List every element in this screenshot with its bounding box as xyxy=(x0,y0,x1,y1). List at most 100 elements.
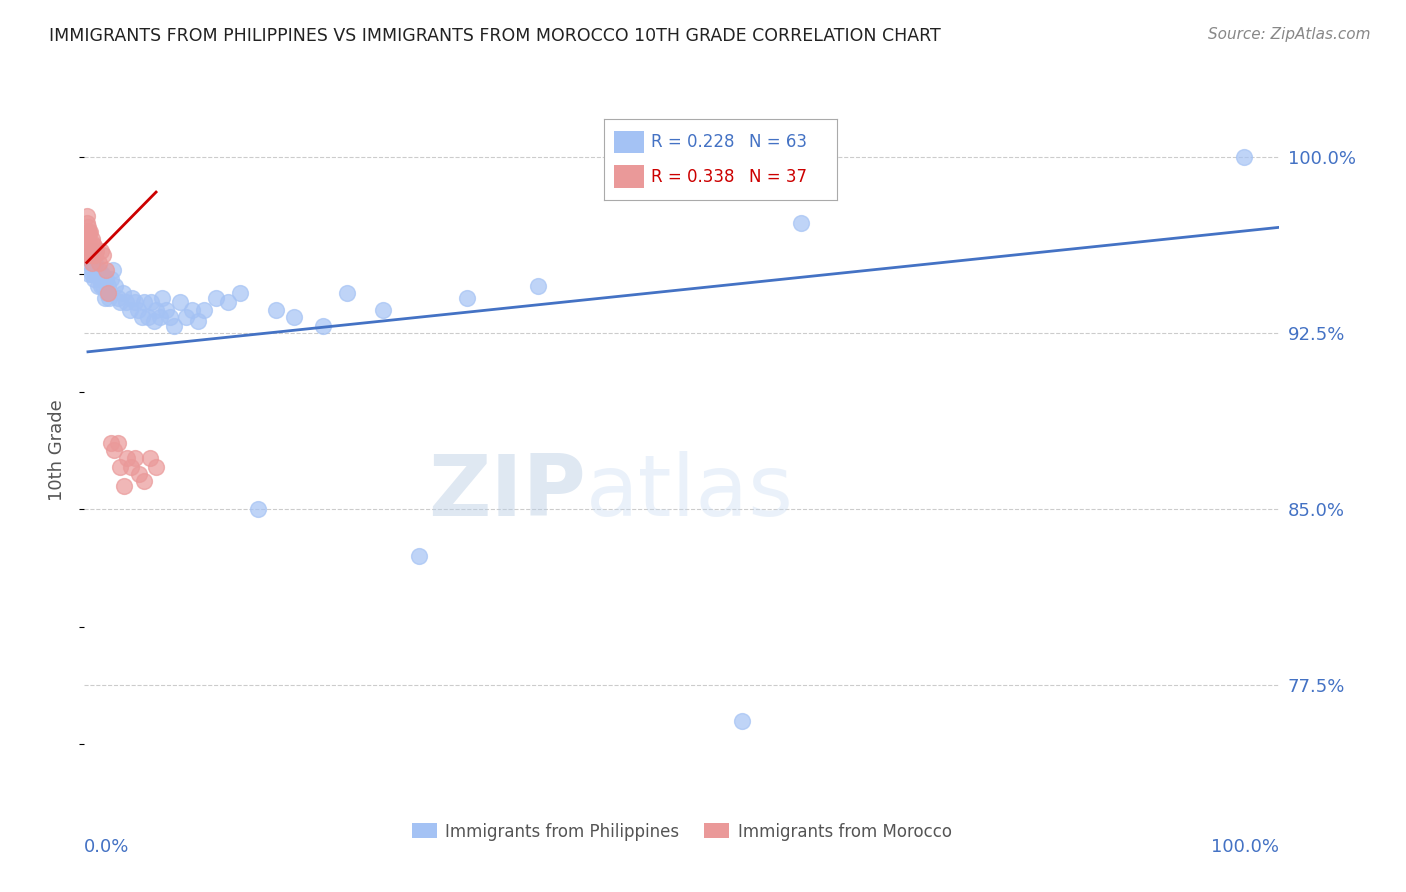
Point xyxy=(149,310,172,324)
Point xyxy=(155,302,177,317)
Point xyxy=(120,459,142,474)
Point xyxy=(131,310,153,324)
Point xyxy=(94,262,117,277)
Point xyxy=(80,268,103,282)
Point xyxy=(97,286,120,301)
Point xyxy=(107,291,129,305)
Point xyxy=(77,232,100,246)
Point xyxy=(76,209,98,223)
Point xyxy=(79,248,101,262)
Point xyxy=(80,255,103,269)
Point xyxy=(150,291,173,305)
Point xyxy=(96,286,118,301)
Point xyxy=(229,286,252,301)
Point xyxy=(77,220,100,235)
Point xyxy=(336,286,359,301)
Point xyxy=(128,467,150,481)
Point xyxy=(77,244,100,258)
Point xyxy=(77,255,100,269)
Text: ZIP: ZIP xyxy=(429,451,586,534)
Point xyxy=(142,314,165,328)
Point xyxy=(84,248,107,262)
Point xyxy=(93,291,115,305)
Point xyxy=(132,295,156,310)
Point xyxy=(80,232,103,246)
Point xyxy=(107,436,129,450)
Point xyxy=(87,255,110,269)
Point xyxy=(124,295,146,310)
Text: Source: ZipAtlas.com: Source: ZipAtlas.com xyxy=(1208,27,1371,42)
Point xyxy=(246,502,269,516)
Point xyxy=(98,291,121,305)
Point xyxy=(83,239,105,253)
Point xyxy=(110,295,132,310)
Point xyxy=(121,291,143,305)
Point xyxy=(76,216,98,230)
Point xyxy=(77,225,100,239)
Point xyxy=(77,268,100,282)
Point xyxy=(373,302,395,317)
Point xyxy=(456,291,478,305)
Point xyxy=(132,474,156,488)
Point xyxy=(82,248,104,262)
Legend: Immigrants from Philippines, Immigrants from Morocco: Immigrants from Philippines, Immigrants … xyxy=(405,816,959,847)
Point xyxy=(408,549,430,564)
Point xyxy=(86,268,108,282)
Point xyxy=(118,302,141,317)
Point xyxy=(159,310,181,324)
Y-axis label: 10th Grade: 10th Grade xyxy=(48,400,66,501)
Point xyxy=(80,255,103,269)
Text: 100.0%: 100.0% xyxy=(1212,838,1279,856)
Point xyxy=(136,310,159,324)
Point xyxy=(93,279,115,293)
Point xyxy=(174,310,197,324)
Point xyxy=(103,443,125,458)
Point xyxy=(187,314,209,328)
Point xyxy=(217,295,239,310)
Point xyxy=(82,262,104,277)
Point xyxy=(264,302,287,317)
Point xyxy=(193,302,215,317)
Point xyxy=(77,236,100,251)
Point xyxy=(312,318,335,333)
Point xyxy=(141,295,163,310)
Point xyxy=(101,262,124,277)
Point xyxy=(124,450,146,465)
Point xyxy=(145,302,167,317)
Point xyxy=(790,216,813,230)
Text: atlas: atlas xyxy=(586,451,794,534)
Point xyxy=(139,450,162,465)
Point xyxy=(527,279,550,293)
Text: IMMIGRANTS FROM PHILIPPINES VS IMMIGRANTS FROM MOROCCO 10TH GRADE CORRELATION CH: IMMIGRANTS FROM PHILIPPINES VS IMMIGRANT… xyxy=(49,27,941,45)
Point xyxy=(731,714,754,728)
Text: 0.0%: 0.0% xyxy=(84,838,129,856)
Point xyxy=(86,244,108,258)
Point xyxy=(83,272,105,286)
Point xyxy=(84,255,107,269)
Point xyxy=(205,291,228,305)
Point xyxy=(87,262,110,277)
Point xyxy=(94,272,117,286)
Point xyxy=(86,279,108,293)
Point xyxy=(127,302,149,317)
Point xyxy=(181,302,204,317)
Point xyxy=(93,248,115,262)
Point xyxy=(79,248,101,262)
Point xyxy=(77,225,100,239)
Point xyxy=(97,279,120,293)
Point xyxy=(110,459,132,474)
Point xyxy=(77,248,100,262)
Point xyxy=(91,268,114,282)
Point xyxy=(117,450,139,465)
Point xyxy=(90,279,112,293)
Point xyxy=(115,295,138,310)
Point xyxy=(169,295,191,310)
Point xyxy=(79,225,101,239)
Point xyxy=(100,272,122,286)
Point xyxy=(100,436,122,450)
Point xyxy=(82,244,104,258)
Point xyxy=(89,272,111,286)
Point xyxy=(111,286,134,301)
Point xyxy=(80,244,103,258)
Point xyxy=(283,310,305,324)
